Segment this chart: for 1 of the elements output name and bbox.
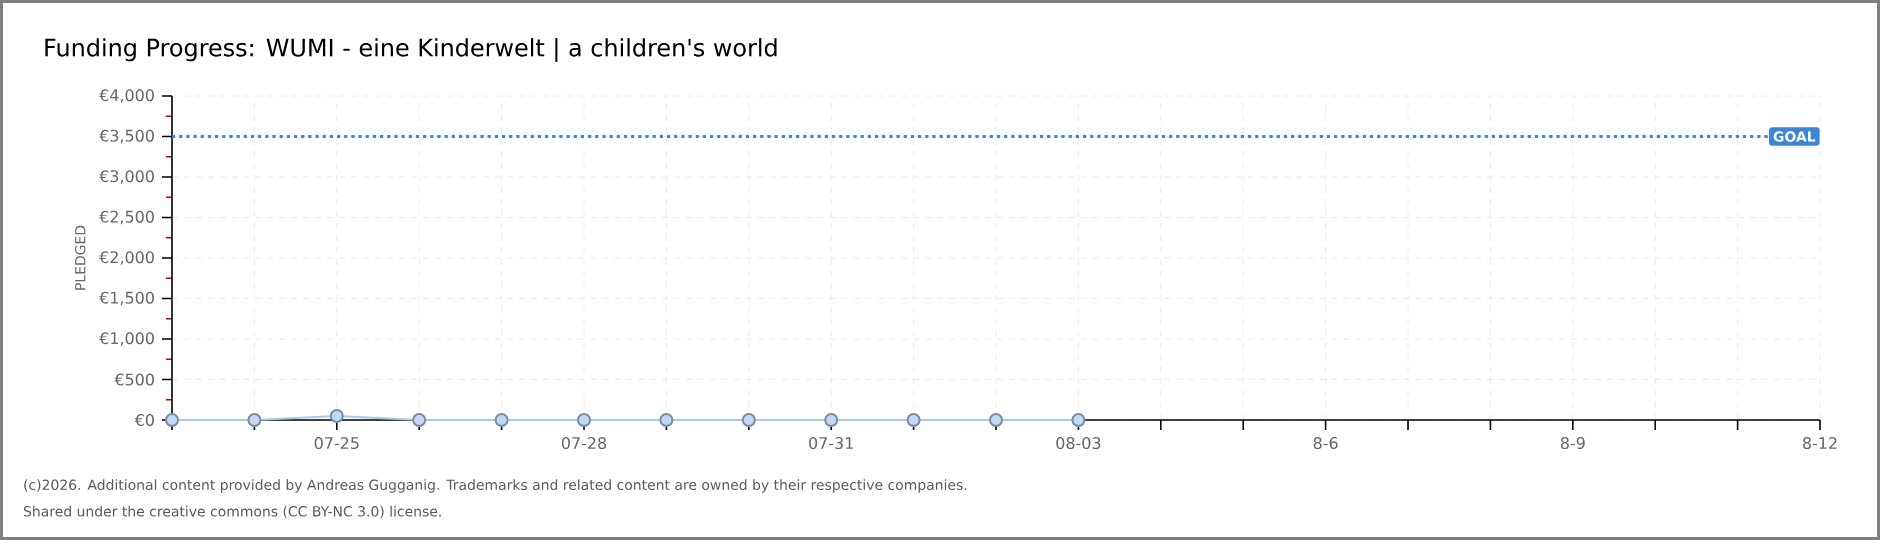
chart-title: Funding Progress: WUMI - eine Kinderwelt | a children's world: [45, 38, 777, 62]
